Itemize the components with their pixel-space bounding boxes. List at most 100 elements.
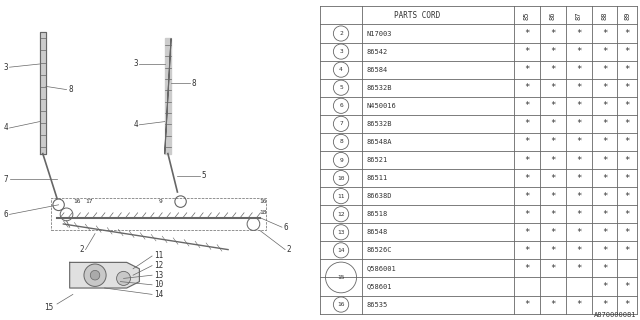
Text: *: * — [625, 282, 630, 291]
Circle shape — [90, 270, 100, 280]
Text: 4: 4 — [133, 120, 138, 129]
Text: *: * — [602, 210, 607, 219]
Text: A870000081: A870000081 — [595, 312, 637, 318]
Text: *: * — [625, 29, 630, 38]
Text: 86: 86 — [550, 11, 556, 20]
Text: 13: 13 — [337, 230, 345, 235]
Text: N450016: N450016 — [367, 103, 397, 109]
Text: *: * — [524, 173, 529, 183]
Text: 18: 18 — [260, 210, 268, 215]
Text: *: * — [576, 300, 581, 309]
Text: 15: 15 — [45, 303, 54, 312]
Text: *: * — [550, 264, 556, 273]
Text: 86584: 86584 — [367, 67, 388, 73]
Text: 11: 11 — [154, 252, 163, 260]
Text: *: * — [576, 173, 581, 183]
Text: N17003: N17003 — [367, 30, 392, 36]
Text: *: * — [576, 119, 581, 128]
Text: 86521: 86521 — [367, 157, 388, 163]
Text: *: * — [576, 29, 581, 38]
Text: *: * — [550, 156, 556, 164]
Text: *: * — [524, 137, 529, 147]
Text: 11: 11 — [337, 194, 345, 199]
Text: 86548A: 86548A — [367, 139, 392, 145]
Text: 7: 7 — [339, 121, 343, 126]
Text: *: * — [550, 192, 556, 201]
Text: *: * — [524, 210, 529, 219]
Text: PARTS CORD: PARTS CORD — [394, 11, 440, 20]
Text: *: * — [524, 264, 529, 273]
Text: *: * — [625, 300, 630, 309]
Text: *: * — [576, 101, 581, 110]
Text: *: * — [524, 47, 529, 56]
Text: 3: 3 — [3, 63, 8, 72]
Text: *: * — [602, 192, 607, 201]
Text: 6: 6 — [284, 223, 288, 232]
Text: 17: 17 — [86, 199, 93, 204]
Text: *: * — [576, 210, 581, 219]
Text: *: * — [524, 300, 529, 309]
Text: 15: 15 — [337, 275, 345, 280]
Text: 16: 16 — [73, 199, 81, 204]
Text: 8: 8 — [68, 85, 73, 94]
Text: *: * — [576, 192, 581, 201]
Text: *: * — [625, 246, 630, 255]
Text: *: * — [550, 47, 556, 56]
Text: *: * — [602, 300, 607, 309]
Text: *: * — [550, 246, 556, 255]
Text: 9: 9 — [159, 199, 162, 204]
Text: *: * — [602, 101, 607, 110]
Text: 4: 4 — [3, 124, 8, 132]
Text: *: * — [625, 101, 630, 110]
Text: *: * — [602, 119, 607, 128]
Circle shape — [84, 264, 106, 286]
Text: *: * — [576, 65, 581, 74]
Text: 10: 10 — [154, 280, 163, 289]
Text: *: * — [576, 83, 581, 92]
Text: 86532B: 86532B — [367, 121, 392, 127]
Text: 86548: 86548 — [367, 229, 388, 235]
Text: 85: 85 — [524, 11, 530, 20]
Text: *: * — [576, 264, 581, 273]
Text: 12: 12 — [337, 212, 345, 217]
Text: *: * — [550, 101, 556, 110]
Text: *: * — [550, 228, 556, 237]
Text: 16: 16 — [260, 199, 268, 204]
Text: 2: 2 — [79, 245, 84, 254]
Text: *: * — [524, 101, 529, 110]
Text: 86532B: 86532B — [367, 85, 392, 91]
Text: *: * — [550, 300, 556, 309]
Text: *: * — [602, 228, 607, 237]
Text: 5: 5 — [339, 85, 343, 90]
Text: *: * — [550, 65, 556, 74]
Text: 4: 4 — [339, 67, 343, 72]
Text: *: * — [602, 173, 607, 183]
Circle shape — [116, 271, 131, 285]
Text: *: * — [602, 156, 607, 164]
Text: *: * — [550, 210, 556, 219]
Text: *: * — [602, 246, 607, 255]
Text: *: * — [625, 137, 630, 147]
Text: *: * — [602, 282, 607, 291]
Text: *: * — [576, 228, 581, 237]
Text: 14: 14 — [154, 290, 163, 299]
Text: 6: 6 — [339, 103, 343, 108]
Text: *: * — [524, 29, 529, 38]
Text: 8: 8 — [191, 79, 196, 88]
Text: *: * — [602, 65, 607, 74]
Text: 86518: 86518 — [367, 211, 388, 217]
Text: 2: 2 — [339, 31, 343, 36]
Text: *: * — [550, 137, 556, 147]
Text: 86511: 86511 — [367, 175, 388, 181]
Text: *: * — [524, 246, 529, 255]
Text: 3: 3 — [133, 60, 138, 68]
Text: 6: 6 — [3, 210, 8, 219]
Text: *: * — [602, 47, 607, 56]
Text: *: * — [550, 173, 556, 183]
Polygon shape — [70, 262, 140, 288]
Text: 86542: 86542 — [367, 49, 388, 55]
Text: *: * — [602, 29, 607, 38]
Text: Q586001: Q586001 — [367, 265, 397, 271]
Polygon shape — [40, 32, 46, 154]
Text: 5: 5 — [201, 172, 206, 180]
